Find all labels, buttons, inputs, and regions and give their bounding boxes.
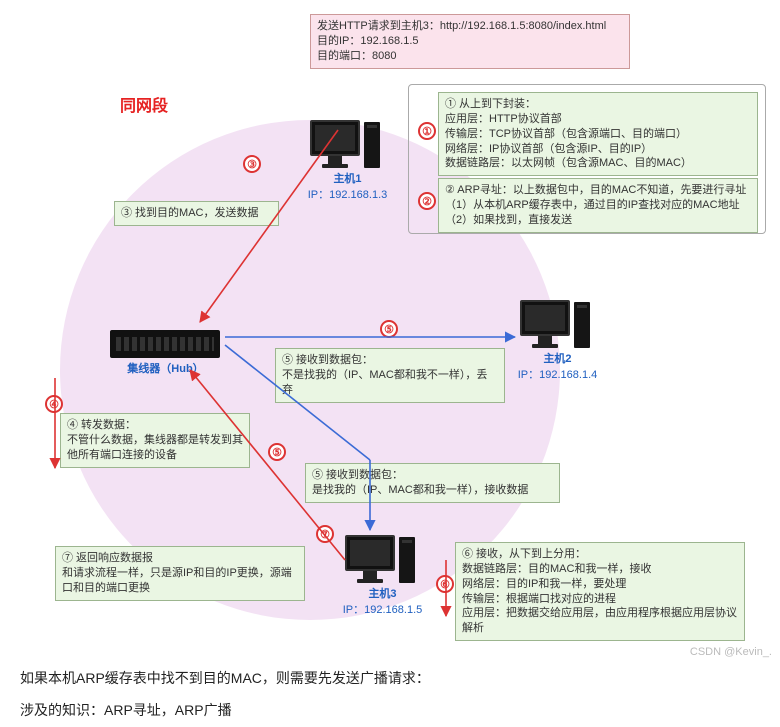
marker-2: ② [418, 192, 436, 210]
s3l0: ③ 找到目的MAC，发送数据 [121, 206, 272, 221]
s4l1: 不管什么数据，集线器都是转发到其他所有端口连接的设备 [67, 433, 243, 463]
s5bl1: 是找我的（IP、MAC都和我一样），接收数据 [312, 483, 553, 498]
s5bl0: ⑤ 接收到数据包： [312, 468, 553, 483]
s6l0: ⑥ 接收，从下到上分用： [462, 547, 738, 562]
host1-icon [310, 120, 360, 168]
s4l0: ④ 转发数据： [67, 418, 243, 433]
host2-label: 主机2 IP：192.168.1.4 [510, 350, 605, 382]
s6l4: 应用层：把数据交给应用层，由应用程序根据应用层协议解析 [462, 606, 738, 636]
s6l2: 网络层：目的IP和我一样，要处理 [462, 577, 738, 592]
host2-icon [520, 300, 570, 348]
hub-icon [110, 330, 220, 358]
marker-5a: ⑤ [380, 320, 398, 338]
diagram-canvas: 同网段 主机1 IP：192.168.1.3 主机2 IP：192.168.1.… [0, 0, 780, 660]
host2-name: 主机2 [543, 353, 571, 365]
s1l3: 网络层：IP协议首部（包含源IP、目的IP） [445, 142, 751, 157]
host1-ip: IP：192.168.1.3 [308, 189, 388, 201]
marker-7: ⑦ [316, 525, 334, 543]
host3-name: 主机3 [368, 588, 396, 600]
req-l1: 发送HTTP请求到主机3：http://192.168.1.5:8080/ind… [317, 19, 623, 34]
req-l3: 目的端口：8080 [317, 49, 623, 64]
bottom-p1: 如果本机ARP缓存表中找不到目的MAC，则需要先发送广播请求： [0, 660, 780, 692]
marker-6: ⑥ [436, 575, 454, 593]
marker-5b: ⑤ [268, 443, 286, 461]
box-step2: ② ARP寻址：以上数据包中，目的MAC不知道，先要进行寻址 （1）从本机ARP… [438, 178, 758, 233]
marker-3: ③ [243, 155, 261, 173]
s7l0: ⑦ 返回响应数据报 [62, 551, 298, 566]
s6l3: 传输层：根据端口找对应的进程 [462, 592, 738, 607]
host3-ip: IP：192.168.1.5 [343, 604, 423, 616]
s2l0: ② ARP寻址：以上数据包中，目的MAC不知道，先要进行寻址 [445, 183, 751, 198]
marker-1: ① [418, 122, 436, 140]
s1l4: 数据链路层：以太网帧（包含源MAC、目的MAC） [445, 156, 751, 171]
bottom-p2: 涉及的知识：ARP寻址，ARP广播 [0, 692, 780, 724]
s1l2: 传输层：TCP协议首部（包含源端口、目的端口） [445, 127, 751, 142]
hub-name: 集线器（Hub） [127, 363, 203, 375]
host3-label: 主机3 IP：192.168.1.5 [335, 585, 430, 617]
watermark: CSDN @Kevin_. [690, 646, 772, 658]
marker-4: ④ [45, 395, 63, 413]
box-step3: ③ 找到目的MAC，发送数据 [114, 201, 279, 226]
box-step6: ⑥ 接收，从下到上分用： 数据链路层：目的MAC和我一样，接收 网络层：目的IP… [455, 542, 745, 641]
host1-label: 主机1 IP：192.168.1.3 [300, 170, 395, 202]
host2-ip: IP：192.168.1.4 [518, 369, 598, 381]
box-step7: ⑦ 返回响应数据报 和请求流程一样，只是源IP和目的IP更换，源端口和目的端口更… [55, 546, 305, 601]
box-step5a: ⑤ 接收到数据包： 不是找我的（IP、MAC都和我不一样），丢弃 [275, 348, 505, 403]
s5al1: 不是找我的（IP、MAC都和我不一样），丢弃 [282, 368, 498, 398]
hub-label: 集线器（Hub） [108, 360, 223, 376]
host3-icon [345, 535, 395, 583]
s6l1: 数据链路层：目的MAC和我一样，接收 [462, 562, 738, 577]
s1l1: 应用层：HTTP协议首部 [445, 112, 751, 127]
s1l0: ① 从上到下封装： [445, 97, 751, 112]
box-step4: ④ 转发数据： 不管什么数据，集线器都是转发到其他所有端口连接的设备 [60, 413, 250, 468]
host1-name: 主机1 [333, 173, 361, 185]
s2l1: （1）从本机ARP缓存表中，通过目的IP查找对应的MAC地址 [445, 198, 751, 213]
req-l2: 目的IP：192.168.1.5 [317, 34, 623, 49]
s5al0: ⑤ 接收到数据包： [282, 353, 498, 368]
box-step1: ① 从上到下封装： 应用层：HTTP协议首部 传输层：TCP协议首部（包含源端口… [438, 92, 758, 176]
title-same-segment: 同网段 [120, 92, 168, 116]
s7l1: 和请求流程一样，只是源IP和目的IP更换，源端口和目的端口更换 [62, 566, 298, 596]
box-step5b: ⑤ 接收到数据包： 是找我的（IP、MAC都和我一样），接收数据 [305, 463, 560, 503]
box-request: 发送HTTP请求到主机3：http://192.168.1.5:8080/ind… [310, 14, 630, 69]
s2l2: （2）如果找到，直接发送 [445, 213, 751, 228]
